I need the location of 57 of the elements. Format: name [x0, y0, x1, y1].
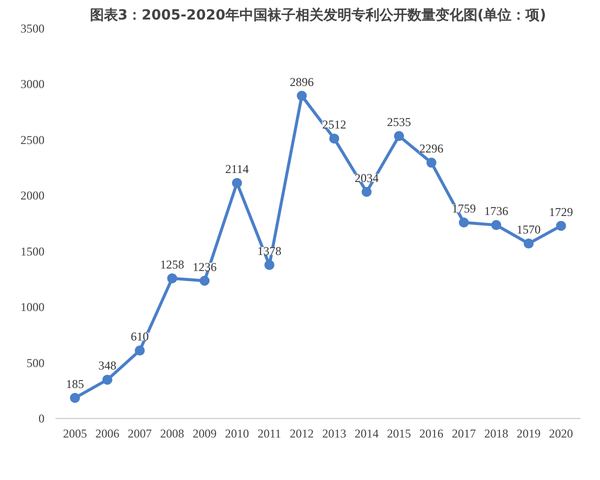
y-tick-label: 3000: [20, 77, 44, 92]
x-tick-label: 2011: [258, 426, 282, 440]
point: [200, 276, 210, 286]
x-tick-label: 2009: [192, 426, 217, 440]
data-label: 1258: [160, 257, 184, 272]
x-tick-label: 2013: [322, 426, 346, 440]
y-tick-label: 3500: [20, 22, 44, 36]
data-label: 1736: [484, 204, 508, 218]
point: [458, 218, 469, 228]
chart-title: 图表3：2005-2020年中国袜子相关发明专利公开数量变化图(单位：项): [90, 6, 546, 24]
x-tick-label: 2010: [224, 426, 249, 440]
point: [394, 131, 404, 142]
data-label: 1378: [257, 244, 282, 258]
data-label: 2296: [419, 142, 444, 156]
x-tick-label: 2017: [452, 426, 476, 440]
point: [167, 273, 178, 284]
y-tick-label: 0: [38, 412, 44, 426]
point: [524, 238, 534, 249]
x-tick-label: 2008: [160, 426, 184, 440]
x-tick-label: 2016: [419, 426, 444, 440]
data-label: 1236: [192, 260, 217, 274]
data-label: 2034: [354, 170, 379, 185]
x-tick-label: 2007: [128, 426, 152, 440]
data-label: 1570: [516, 222, 541, 237]
point: [556, 220, 566, 231]
x-tick-label: 2015: [387, 426, 412, 440]
point: [134, 346, 145, 356]
point: [102, 374, 112, 385]
point: [329, 134, 340, 144]
point: [491, 220, 502, 230]
x-tick-label: 2014: [354, 426, 379, 440]
point: [426, 158, 436, 168]
x-tick-label: 2020: [549, 426, 574, 440]
y-tick-label: 1000: [20, 300, 44, 314]
y-tick-label: 500: [26, 356, 44, 370]
point: [232, 178, 242, 188]
point: [264, 260, 274, 270]
y-tick-label: 2000: [20, 188, 44, 203]
x-tick-label: 2006: [95, 426, 120, 440]
point: [296, 90, 307, 101]
x-tick-label: 2018: [484, 426, 508, 440]
data-label: 1729: [549, 204, 574, 219]
data-label: 2512: [322, 118, 346, 132]
x-tick-label: 2005: [62, 426, 87, 440]
x-tick-label: 2012: [290, 426, 314, 440]
data-label: 2114: [225, 162, 249, 176]
data-label: 1759: [452, 201, 476, 216]
y-tick-label: 1500: [20, 244, 44, 258]
data-label: 185: [66, 376, 84, 391]
y-tick-label: 2500: [20, 132, 44, 147]
data-label: 2535: [387, 115, 412, 130]
data-label: 610: [130, 330, 149, 344]
data-label: 2896: [290, 74, 314, 89]
data-label: 348: [98, 358, 116, 373]
point: [362, 186, 372, 197]
x-tick-label: 2019: [516, 426, 541, 440]
point: [70, 392, 80, 403]
